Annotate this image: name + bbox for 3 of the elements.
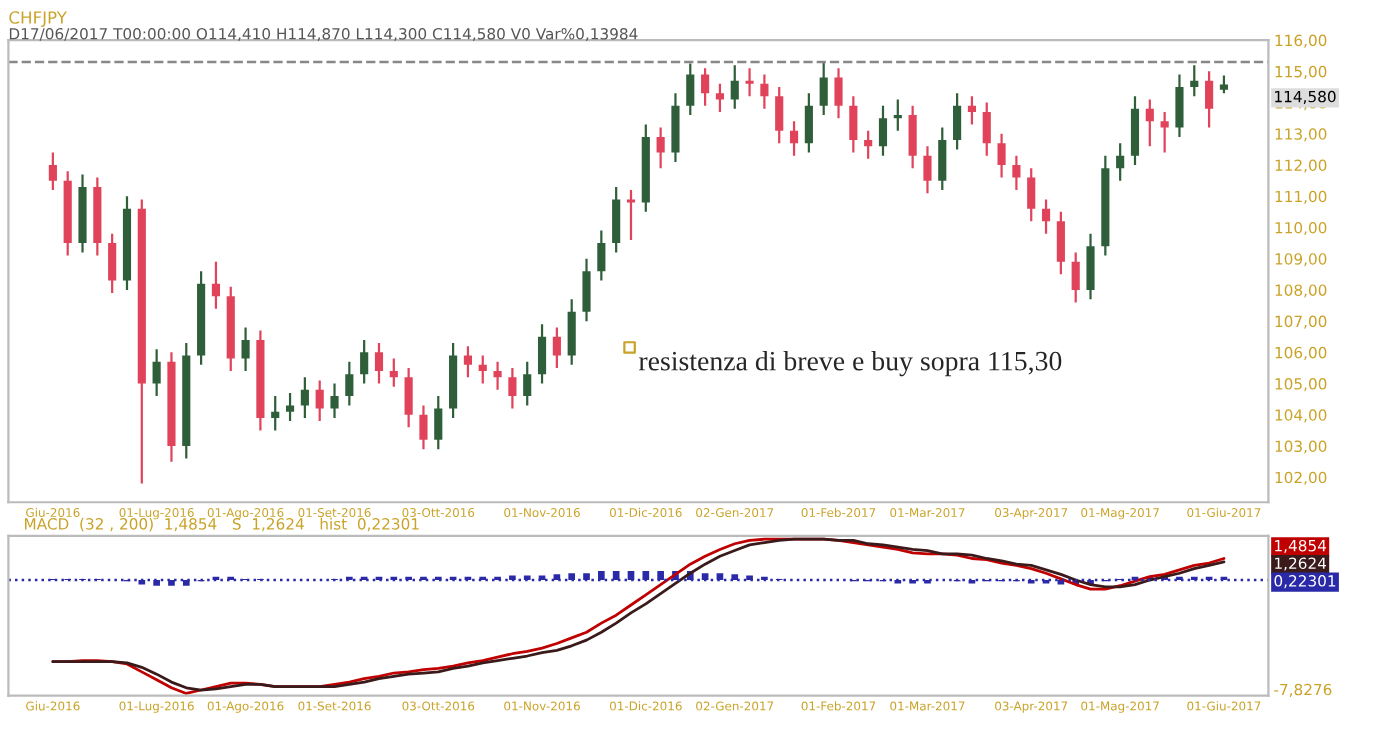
candlestick xyxy=(626,188,636,242)
chart-title: CHFJPY xyxy=(9,11,67,27)
annotation: resistenza di breve e buy sopra 115,30 xyxy=(638,350,1062,377)
